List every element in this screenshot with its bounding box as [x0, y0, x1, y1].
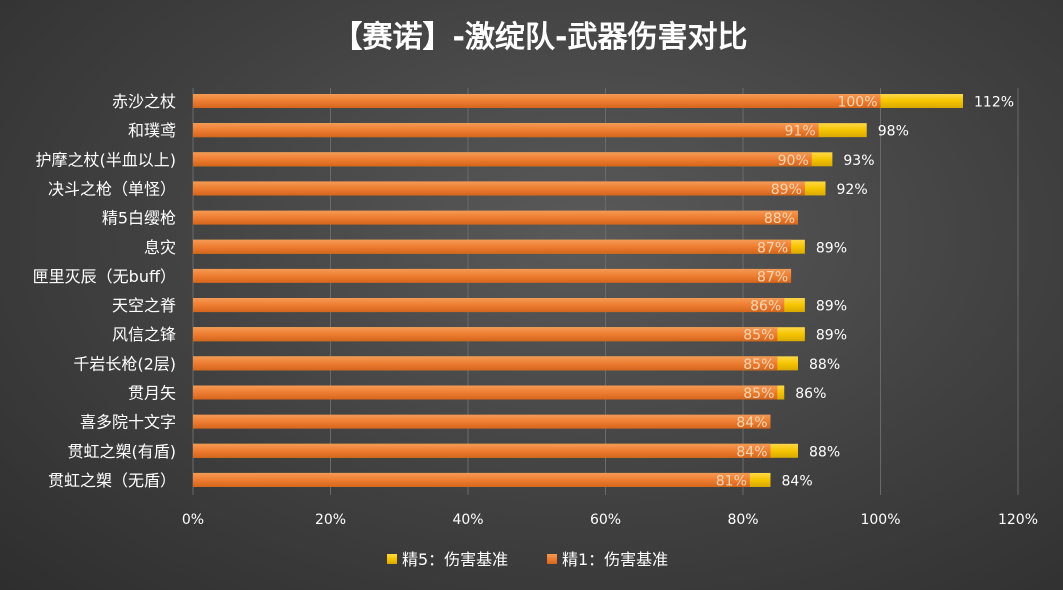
data-label-r1: 100% — [837, 95, 877, 111]
data-label-r1: 84% — [736, 415, 767, 431]
data-label-r1: 81% — [716, 473, 747, 489]
bar-r1 — [193, 181, 805, 196]
category-label: 贯虹之槊（无盾） — [48, 471, 176, 490]
x-tick-label: 80% — [727, 512, 758, 528]
data-label-r1: 90% — [778, 153, 809, 169]
category-label: 护摩之杖(半血以上) — [36, 150, 177, 169]
bar-r1 — [193, 472, 750, 487]
category-label: 息灾 — [144, 238, 176, 257]
chart-title: 【赛诺】-激绽队-武器伤害对比 — [333, 20, 748, 55]
bar-r1 — [193, 123, 819, 138]
bar-r1 — [193, 414, 771, 429]
data-label-r1: 84% — [736, 444, 767, 460]
data-label-r1: 89% — [771, 182, 802, 198]
data-label-r5: 89% — [816, 299, 847, 315]
legend-label: 精5：伤害基准 — [402, 550, 508, 569]
data-label-r1: 85% — [743, 328, 774, 344]
bar-r1 — [193, 210, 798, 225]
bar-r1 — [193, 239, 792, 254]
category-label: 喜多院十文字 — [80, 413, 176, 432]
x-axis-ticks: 0% 20% 40% 60% 80% 100% 120% — [182, 512, 1038, 528]
bar-r1 — [193, 327, 778, 342]
category-label: 精5白缨枪 — [102, 209, 176, 228]
bar-r1 — [193, 94, 881, 108]
category-label: 和璞鸢 — [128, 121, 176, 140]
data-label-r5: 93% — [843, 153, 874, 169]
bar-r1 — [193, 385, 778, 400]
x-tick-label: 40% — [452, 512, 483, 528]
data-label-r5: 88% — [809, 357, 840, 373]
x-tick-label: 20% — [315, 512, 346, 528]
data-label-r1: 87% — [757, 269, 788, 285]
data-label-r5: 98% — [878, 124, 909, 140]
category-label: 匣里灭辰（无buff） — [33, 267, 176, 286]
category-label: 赤沙之杖 — [112, 92, 176, 111]
bar-r1 — [193, 152, 812, 167]
gridlines — [192, 88, 1019, 495]
legend: 精5：伤害基准 精1：伤害基准 — [387, 550, 668, 569]
bar-r1 — [193, 268, 792, 283]
category-label: 天空之脊 — [112, 296, 176, 315]
legend-swatch — [547, 554, 557, 564]
data-label-r1: 91% — [785, 124, 816, 140]
legend-item-r1: 精1：伤害基准 — [547, 550, 668, 569]
legend-swatch — [387, 554, 397, 564]
bar-r1 — [193, 356, 778, 371]
legend-item-r5: 精5：伤害基准 — [387, 550, 508, 569]
legend-label: 精1：伤害基准 — [562, 550, 668, 569]
data-label-r1: 86% — [750, 299, 781, 315]
bar-r1 — [193, 298, 785, 313]
x-tick-label: 100% — [860, 512, 900, 528]
x-tick-label: 60% — [590, 512, 621, 528]
category-label: 贯虹之槊(有盾) — [68, 442, 177, 461]
category-label: 决斗之枪（单怪） — [48, 179, 176, 198]
data-label-r1: 88% — [764, 211, 795, 227]
data-label-r1: 85% — [743, 386, 774, 402]
category-label: 千岩长枪(2层) — [73, 354, 176, 373]
data-label-r5: 112% — [974, 95, 1014, 111]
data-label-r5: 89% — [816, 240, 847, 256]
category-label: 贯月矢 — [128, 384, 176, 403]
data-label-r1: 87% — [757, 240, 788, 256]
data-label-r5: 89% — [816, 328, 847, 344]
data-label-r5: 92% — [837, 182, 868, 198]
data-label-r5: 88% — [809, 444, 840, 460]
category-label: 风信之锋 — [112, 325, 176, 344]
bars: 100% 112% 91% 98% 90% 93% 89% 92% 88% 87% 89% 87% 86… — [193, 94, 1014, 489]
data-label-r5: 86% — [795, 386, 826, 402]
x-tick-label: 120% — [998, 512, 1038, 528]
data-label-r5: 84% — [782, 473, 813, 489]
bar-r1 — [193, 443, 771, 458]
x-tick-label: 0% — [182, 512, 204, 528]
data-label-r1: 85% — [743, 357, 774, 373]
